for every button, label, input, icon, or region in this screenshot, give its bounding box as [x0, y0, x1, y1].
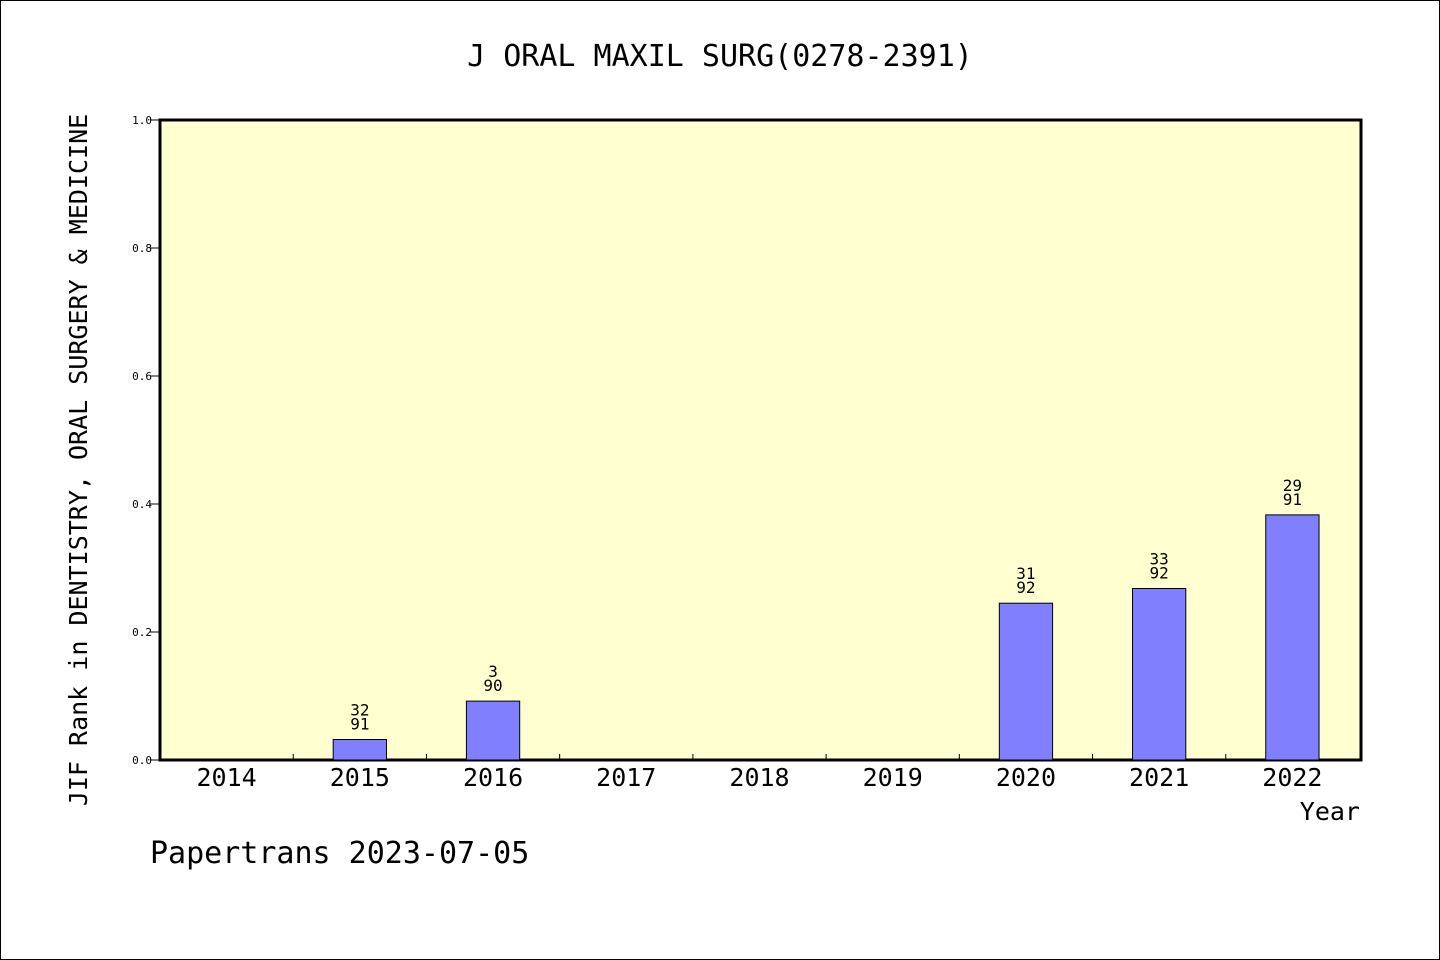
x-tick-label: 2022: [1262, 763, 1322, 792]
bar-label-total: 91: [1283, 490, 1302, 509]
bar-2022: [1265, 514, 1320, 761]
bars: [332, 514, 1320, 761]
bar-label-rank: 29: [1283, 476, 1302, 495]
x-tick-label: 2015: [330, 763, 390, 792]
bar-label-total: 92: [1016, 578, 1035, 597]
x-tick-label: 2019: [863, 763, 923, 792]
bar-2021: [1132, 587, 1187, 761]
x-tick-label: 2017: [596, 763, 656, 792]
x-tick-label: 2014: [197, 763, 257, 792]
x-axis-label: Year: [1300, 797, 1360, 826]
x-axis: 2014 2015 2016 2017 2018 2019 2020 2021 2022: [197, 754, 1322, 792]
bar-2015: [332, 739, 387, 761]
y-tick-label: 0.4: [132, 498, 152, 511]
bar-label-total: 91: [350, 715, 369, 734]
bar-label-rank: 31: [1016, 564, 1035, 583]
bar-label-rank: 32: [350, 701, 369, 720]
y-tick-label: 0.0: [132, 754, 152, 767]
bar-label-rank: 3: [488, 662, 498, 681]
bar-label-total: 90: [483, 676, 502, 695]
chart-title: J ORAL MAXIL SURG(0278-2391): [467, 39, 973, 74]
x-tick-label: 2016: [463, 763, 523, 792]
x-tick-label: 2021: [1129, 763, 1189, 792]
bar-label-rank: 33: [1150, 549, 1169, 568]
y-tick-label: 0.2: [132, 626, 152, 639]
y-tick-label: 0.6: [132, 370, 152, 383]
y-tick-label: 0.8: [132, 242, 152, 255]
bar-2016: [465, 700, 521, 761]
y-axis: 0.0 0.2 0.4 0.6 0.8 1.0: [132, 114, 160, 767]
y-axis-label: JIF Rank in DENTISTRY, ORAL SURGERY & ME…: [64, 114, 93, 806]
x-tick-label: 2018: [729, 763, 789, 792]
y-tick-label: 1.0: [132, 114, 152, 127]
footer-text: Papertrans 2023-07-05: [150, 836, 529, 871]
bar-label-total: 92: [1150, 563, 1169, 582]
x-tick-label: 2020: [996, 763, 1056, 792]
bar-2020: [998, 602, 1054, 761]
